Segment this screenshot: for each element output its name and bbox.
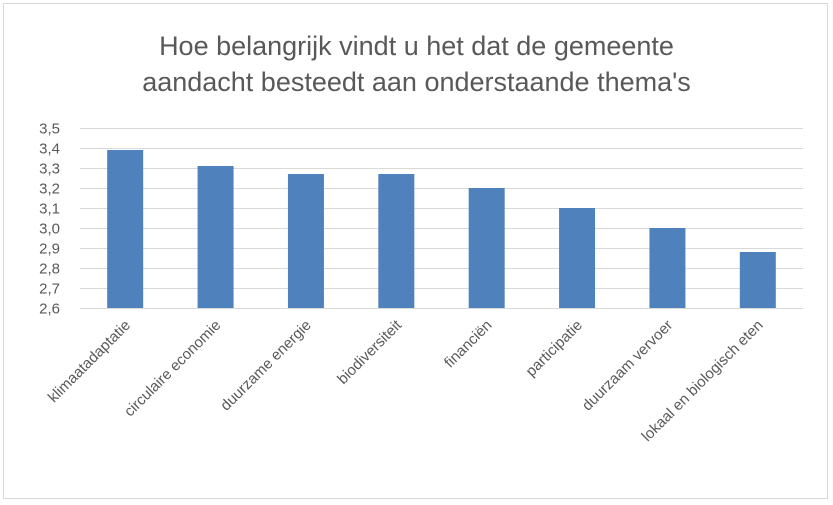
x-tick-label: circulaire economie — [121, 317, 224, 420]
x-tick-label: participatie — [523, 317, 586, 380]
y-tick-label: 3,4 — [39, 141, 60, 158]
chart-title-line-2: aandacht besteedt aan onderstaande thema… — [142, 67, 691, 97]
x-tick-label: financiën — [441, 317, 495, 371]
y-tick-label: 2,6 — [39, 301, 60, 318]
y-tick-label: 3,2 — [39, 181, 60, 198]
y-tick-label: 2,7 — [39, 281, 60, 298]
y-tick-label: 3,1 — [39, 201, 60, 218]
y-tick-label: 3,5 — [39, 121, 60, 138]
y-tick-label: 3,3 — [39, 161, 60, 178]
y-tick-label: 2,8 — [39, 261, 60, 278]
bar — [107, 150, 144, 308]
y-tick-label: 2,9 — [39, 241, 60, 258]
x-tick-label: biodiversiteit — [334, 316, 406, 388]
chart-title-line-1: Hoe belangrijk vindt u het dat de gemeen… — [159, 31, 674, 61]
bar — [739, 252, 776, 308]
y-tick-label: 3,0 — [39, 221, 60, 238]
x-tick-label: klimaatadaptatie — [45, 317, 134, 406]
chart-title: Hoe belangrijk vindt u het dat de gemeen… — [0, 28, 833, 100]
bar — [559, 208, 596, 308]
bar — [197, 166, 234, 308]
bar — [287, 174, 324, 308]
bar — [378, 174, 415, 308]
x-tick-label: duurzaam vervoer — [579, 317, 677, 415]
x-tick-label: duurzame energie — [217, 317, 315, 415]
bar — [649, 228, 686, 308]
bar — [468, 188, 505, 308]
